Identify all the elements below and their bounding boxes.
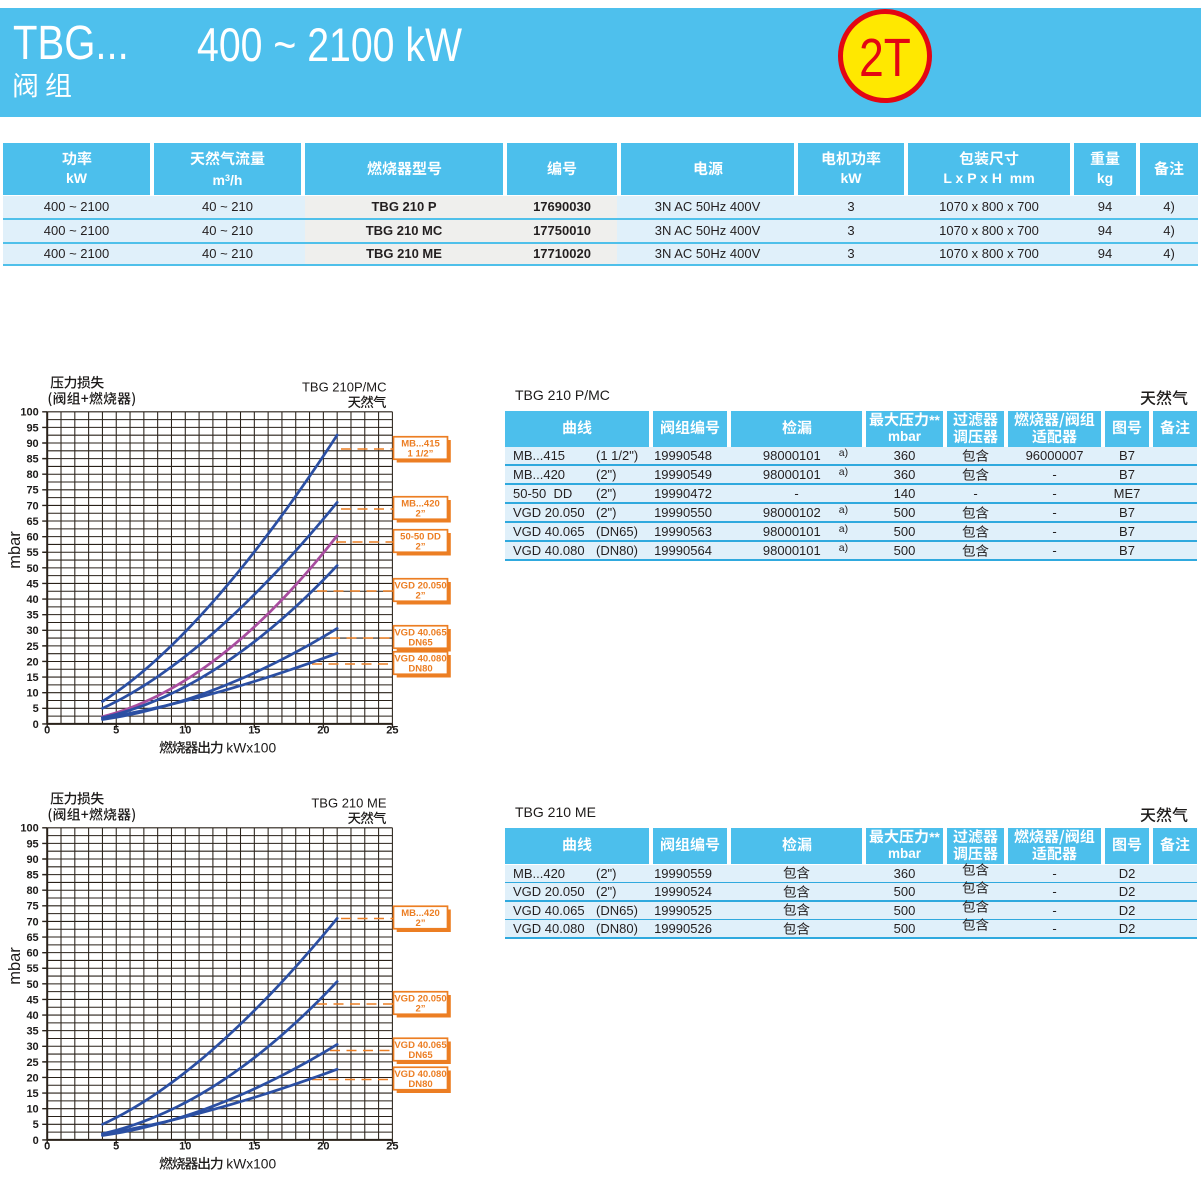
svg-text:MB...420: MB...420 (401, 908, 440, 919)
svg-text:25: 25 (386, 725, 398, 737)
svg-text:55: 55 (26, 547, 38, 559)
svg-text:0: 0 (44, 1141, 50, 1153)
svg-text:75: 75 (26, 901, 38, 913)
svg-text:45: 45 (26, 994, 38, 1006)
svg-text:10: 10 (26, 688, 38, 700)
svg-text:55: 55 (26, 963, 38, 975)
svg-text:75: 75 (26, 485, 38, 497)
svg-text:85: 85 (26, 870, 38, 882)
svg-text:60: 60 (26, 532, 38, 544)
svg-text:95: 95 (26, 838, 38, 850)
svg-text:15: 15 (248, 725, 260, 737)
svg-text:5: 5 (33, 1119, 39, 1131)
svg-text:0: 0 (44, 725, 50, 737)
svg-text:MB...420: MB...420 (401, 498, 440, 509)
svg-text:2”: 2” (415, 590, 425, 601)
svg-text:0: 0 (33, 1135, 39, 1147)
svg-text:25: 25 (26, 1057, 38, 1069)
svg-text:80: 80 (26, 885, 38, 897)
svg-text:50: 50 (26, 979, 38, 991)
svg-text:0: 0 (33, 719, 39, 731)
svg-text:10: 10 (179, 1141, 191, 1153)
svg-text:5: 5 (33, 703, 39, 715)
svg-text:30: 30 (26, 1041, 38, 1053)
svg-text:DN80: DN80 (408, 1079, 432, 1090)
svg-text:VGD 20.050: VGD 20.050 (394, 580, 446, 591)
svg-text:70: 70 (26, 500, 38, 512)
svg-text:90: 90 (26, 854, 38, 866)
svg-text:50-50 DD: 50-50 DD (400, 531, 441, 542)
svg-text:VGD 20.050: VGD 20.050 (394, 993, 446, 1004)
svg-text:mbar: mbar (6, 947, 24, 985)
svg-text:15: 15 (26, 672, 38, 684)
svg-text:45: 45 (26, 578, 38, 590)
svg-text:85: 85 (26, 454, 38, 466)
svg-text:35: 35 (26, 1026, 38, 1038)
svg-text:mbar: mbar (6, 531, 24, 569)
svg-text:30: 30 (26, 625, 38, 637)
svg-text:35: 35 (26, 610, 38, 622)
svg-text:20: 20 (317, 1141, 329, 1153)
svg-text:VGD 40.065: VGD 40.065 (394, 1040, 447, 1051)
svg-text:20: 20 (26, 1072, 38, 1084)
svg-text:MB...415: MB...415 (401, 438, 440, 449)
svg-text:25: 25 (26, 641, 38, 653)
svg-text:20: 20 (317, 725, 329, 737)
svg-text:VGD 40.080: VGD 40.080 (394, 653, 446, 664)
svg-text:70: 70 (26, 916, 38, 928)
svg-text:2”: 2” (415, 918, 425, 929)
svg-text:40: 40 (26, 594, 38, 606)
svg-text:VGD 40.080: VGD 40.080 (394, 1069, 446, 1080)
svg-text:95: 95 (26, 422, 38, 434)
svg-text:50: 50 (26, 563, 38, 575)
svg-text:100: 100 (20, 407, 38, 419)
svg-text:10: 10 (26, 1104, 38, 1116)
svg-text:5: 5 (113, 1141, 119, 1153)
svg-text:15: 15 (248, 1141, 260, 1153)
svg-text:10: 10 (179, 725, 191, 737)
svg-text:5: 5 (113, 725, 119, 737)
svg-text:DN65: DN65 (408, 637, 433, 648)
svg-text:25: 25 (386, 1141, 398, 1153)
svg-text:65: 65 (26, 516, 38, 528)
svg-text:20: 20 (26, 656, 38, 668)
svg-text:2”: 2” (415, 541, 425, 552)
svg-text:100: 100 (20, 823, 38, 835)
svg-text:kWx100: kWx100 (226, 741, 276, 756)
svg-text:1 1/2”: 1 1/2” (408, 448, 434, 459)
svg-text:60: 60 (26, 948, 38, 960)
svg-text:15: 15 (26, 1088, 38, 1100)
svg-text:80: 80 (26, 469, 38, 481)
svg-text:2”: 2” (415, 508, 425, 519)
svg-text:2”: 2” (415, 1003, 425, 1014)
svg-text:DN65: DN65 (408, 1050, 433, 1061)
svg-text:kWx100: kWx100 (226, 1157, 276, 1172)
svg-text:DN80: DN80 (408, 663, 432, 674)
svg-text:TBG 210P/MC: TBG 210P/MC (302, 380, 387, 395)
svg-text:90: 90 (26, 438, 38, 450)
svg-text:VGD 40.065: VGD 40.065 (394, 627, 447, 638)
svg-text:40: 40 (26, 1010, 38, 1022)
svg-text:65: 65 (26, 932, 38, 944)
svg-text:TBG 210 ME: TBG 210 ME (311, 796, 386, 811)
